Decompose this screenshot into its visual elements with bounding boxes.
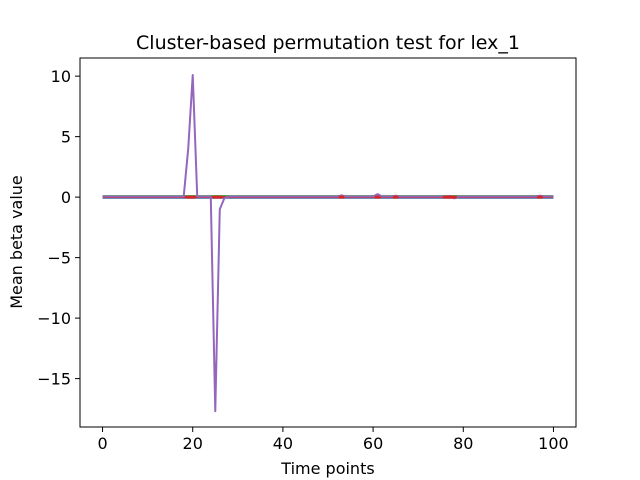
x-tick-label: 40 [273, 434, 293, 453]
significance-marker [185, 195, 191, 199]
axes-frame [79, 57, 577, 428]
x-axis: 0 20 40 60 80 100 [97, 427, 569, 453]
significance-marker [339, 195, 345, 199]
significance-marker [212, 195, 218, 199]
x-tick-label: 100 [538, 434, 569, 453]
y-tick-label: −10 [37, 309, 71, 328]
significance-marker [447, 195, 453, 199]
x-tick-label: 0 [97, 434, 107, 453]
significance-marker [442, 195, 448, 199]
y-tick-label: −5 [47, 249, 71, 268]
x-axis-label: Time points [280, 459, 374, 478]
significance-marker [393, 195, 399, 199]
significance-marker [190, 195, 196, 199]
plot-area [102, 73, 554, 413]
significance-marker [451, 195, 457, 199]
y-tick-label: 5 [61, 128, 71, 147]
x-tick-label: 80 [453, 434, 473, 453]
significance-marker [537, 195, 543, 199]
y-axis: 10 5 0 −5 −10 −15 [37, 67, 80, 389]
x-tick-label: 60 [363, 434, 383, 453]
y-tick-label: 10 [51, 67, 71, 86]
chart-title: Cluster-based permutation test for lex_1 [136, 32, 520, 54]
x-tick-label: 20 [183, 434, 203, 453]
y-tick-label: −15 [37, 370, 71, 389]
y-tick-label: 0 [61, 188, 71, 207]
y-axis-label: Mean beta value [7, 175, 26, 309]
significance-marker [217, 195, 223, 199]
significance-marker [375, 195, 381, 199]
